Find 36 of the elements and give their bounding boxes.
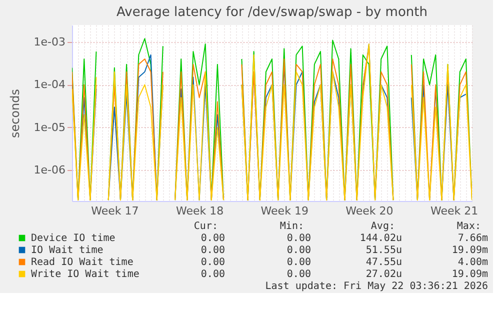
legend-label: Read IO Wait time: [31, 257, 134, 268]
text: 0.00: [286, 233, 311, 244]
x-tick-label: Week 18: [176, 204, 224, 218]
text: 19.09m: [452, 245, 488, 256]
text: 0.00: [286, 269, 311, 280]
text: Cur:: [194, 221, 218, 232]
y-tick-label: 1e-04: [34, 78, 66, 92]
x-tick-label: Week 17: [91, 204, 139, 218]
text: 4.00m: [458, 257, 488, 268]
text: 0.00: [286, 257, 311, 268]
text: 0.00: [200, 245, 225, 256]
text: Min:: [280, 221, 304, 232]
y-axis-title: seconds: [8, 88, 22, 138]
y-tick-label: 1e-06: [34, 164, 66, 177]
text: 47.55u: [366, 257, 402, 268]
text: 0.00: [200, 257, 225, 268]
chart-title: Average latency for /dev/swap/swap - by month: [116, 5, 428, 20]
text: 27.02u: [366, 269, 402, 280]
y-tick-label: 1e-05: [34, 120, 66, 134]
text: 7.66m: [458, 233, 488, 244]
text: 144.02u: [360, 233, 402, 244]
text: Last update: Fri May 22 03:36:21 2026: [265, 281, 488, 292]
text: Max:: [456, 221, 481, 232]
legend-label: IO Wait time: [31, 245, 104, 256]
text: Avg:: [370, 221, 395, 232]
x-tick-label: Week 19: [260, 204, 308, 218]
text: 0.00: [200, 269, 225, 280]
text: 51.55u: [366, 245, 402, 256]
x-tick-label: Week 21: [430, 204, 478, 218]
legend-label: Device IO time: [31, 233, 116, 244]
text: 0.00: [200, 233, 225, 244]
x-tick-label: Week 20: [346, 204, 394, 218]
y-tick-label: 1e-03: [34, 36, 66, 49]
legend-label: Write IO Wait time: [31, 269, 140, 280]
text: 0.00: [286, 245, 311, 256]
text: 19.09m: [452, 269, 488, 280]
